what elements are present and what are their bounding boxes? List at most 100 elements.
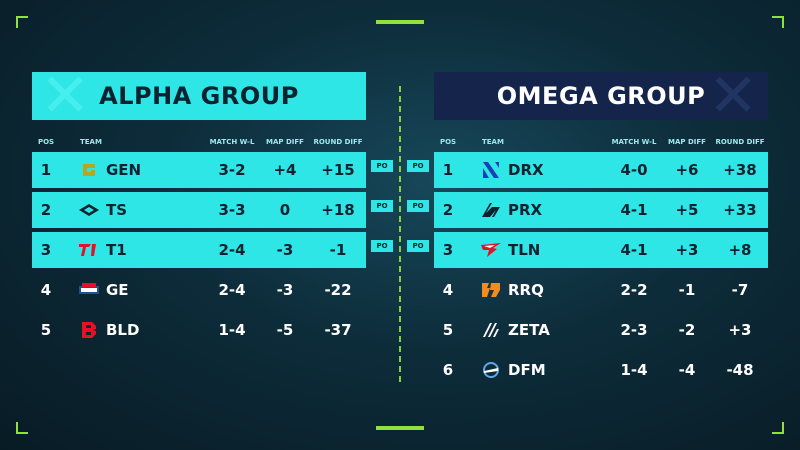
ge-logo-icon	[78, 280, 100, 300]
row-pos: 4	[442, 281, 454, 299]
table-row: 2 TS 3-3 0 +18	[32, 192, 366, 228]
table-row: 5 BLD 1-4 -5 -37	[32, 312, 366, 348]
row-pos: 2	[40, 201, 52, 219]
playoff-badge: PO	[371, 160, 393, 172]
row-round: +38	[723, 161, 757, 179]
row-match: 4-0	[620, 161, 648, 179]
row-map: +6	[675, 161, 699, 179]
row-round: -7	[731, 281, 749, 299]
table-row: 3 TLN 4-1 +3 +8	[434, 232, 768, 268]
row-match: 3-3	[218, 201, 246, 219]
zeta-logo-icon	[480, 320, 502, 340]
row-round: -1	[329, 241, 347, 259]
row-pos: 4	[40, 281, 52, 299]
row-round: +8	[728, 241, 752, 259]
table-row: 6 DFM 1-4 -4 -48	[434, 352, 768, 388]
frame-corner-bottom-left	[16, 422, 28, 434]
playoff-badge: PO	[371, 200, 393, 212]
table-row: 3 T1 2-4 -3 -1	[32, 232, 366, 268]
ts-logo-icon	[78, 200, 100, 220]
playoff-badge: PO	[407, 160, 429, 172]
table-row: 1 DRX 4-0 +6 +38	[434, 152, 768, 188]
row-match: 1-4	[620, 361, 648, 379]
row-match: 4-1	[620, 241, 648, 259]
row-round: -22	[324, 281, 352, 299]
row-pos: 5	[442, 321, 454, 339]
team-name: GE	[106, 281, 129, 299]
row-match: 2-4	[218, 281, 246, 299]
t1-logo-icon	[78, 240, 100, 260]
row-match: 4-1	[620, 201, 648, 219]
x-watermark-icon: ✕	[708, 72, 759, 120]
table-row: 4 GE 2-4 -3 -22	[32, 272, 366, 308]
frame-bar-bottom	[376, 426, 424, 430]
frame-corner-top-left	[16, 16, 28, 28]
row-map: -1	[678, 281, 696, 299]
row-pos: 3	[442, 241, 454, 259]
col-round: ROUND DIFF	[715, 138, 765, 146]
row-pos: 3	[40, 241, 52, 259]
gen-logo-icon	[78, 160, 100, 180]
row-map: +5	[675, 201, 699, 219]
playoff-badge: PO	[407, 240, 429, 252]
row-map: -4	[678, 361, 696, 379]
team-name: RRQ	[508, 281, 544, 299]
row-round: -37	[324, 321, 352, 339]
alpha-group-title: ALPHA GROUP	[99, 82, 299, 110]
alpha-column-headers: POS TEAM MATCH W-L MAP DIFF ROUND DIFF	[32, 136, 366, 148]
frame-corner-bottom-right	[772, 422, 784, 434]
team-name: TLN	[508, 241, 541, 259]
table-row: 5 ZETA 2-3 -2 +3	[434, 312, 768, 348]
row-match: 2-2	[620, 281, 648, 299]
row-map: +4	[273, 161, 297, 179]
rrq-logo-icon	[480, 280, 502, 300]
row-map: -3	[276, 281, 294, 299]
omega-group-header: ✕ OMEGA GROUP	[434, 72, 768, 120]
alpha-group-header: ✕ ALPHA GROUP	[32, 72, 366, 120]
col-map: MAP DIFF	[266, 138, 304, 146]
row-map: -3	[276, 241, 294, 259]
team-name: BLD	[106, 321, 140, 339]
alpha-group-table: ✕ ALPHA GROUP POS TEAM MATCH W-L MAP DIF…	[32, 72, 366, 348]
row-match: 1-4	[218, 321, 246, 339]
col-round: ROUND DIFF	[313, 138, 363, 146]
row-map: 0	[279, 201, 291, 219]
prx-logo-icon	[480, 200, 502, 220]
row-pos: 5	[40, 321, 52, 339]
row-pos: 2	[442, 201, 454, 219]
team-name: DFM	[508, 361, 546, 379]
playoff-badge: PO	[407, 200, 429, 212]
omega-group-title: OMEGA GROUP	[496, 82, 706, 110]
tln-logo-icon	[480, 240, 502, 260]
table-row: 4 RRQ 2-2 -1 -7	[434, 272, 768, 308]
bld-logo-icon	[78, 320, 100, 340]
col-pos: POS	[37, 138, 55, 146]
omega-column-headers: POS TEAM MATCH W-L MAP DIFF ROUND DIFF	[434, 136, 768, 148]
playoff-badge: PO	[371, 240, 393, 252]
col-pos: POS	[439, 138, 457, 146]
row-round: +33	[723, 201, 757, 219]
x-watermark-icon: ✕	[40, 72, 91, 120]
row-match: 2-3	[620, 321, 648, 339]
table-row: 1 GEN 3-2 +4 +15	[32, 152, 366, 188]
dfm-logo-icon	[480, 360, 502, 380]
col-map: MAP DIFF	[668, 138, 706, 146]
row-pos: 6	[442, 361, 454, 379]
team-name: DRX	[508, 161, 544, 179]
team-name: GEN	[106, 161, 142, 179]
row-match: 3-2	[218, 161, 246, 179]
col-team: TEAM	[482, 138, 504, 146]
row-map: +3	[675, 241, 699, 259]
frame-corner-top-right	[772, 16, 784, 28]
team-name: PRX	[508, 201, 543, 219]
row-pos: 1	[442, 161, 454, 179]
row-map: -5	[276, 321, 294, 339]
col-match: MATCH W-L	[209, 138, 255, 146]
drx-logo-icon	[480, 160, 502, 180]
team-name: ZETA	[508, 321, 550, 339]
col-match: MATCH W-L	[611, 138, 657, 146]
frame-bar-top	[376, 20, 424, 24]
team-name: TS	[106, 201, 128, 219]
row-round: -48	[726, 361, 754, 379]
omega-group-table: ✕ OMEGA GROUP POS TEAM MATCH W-L MAP DIF…	[434, 72, 768, 388]
